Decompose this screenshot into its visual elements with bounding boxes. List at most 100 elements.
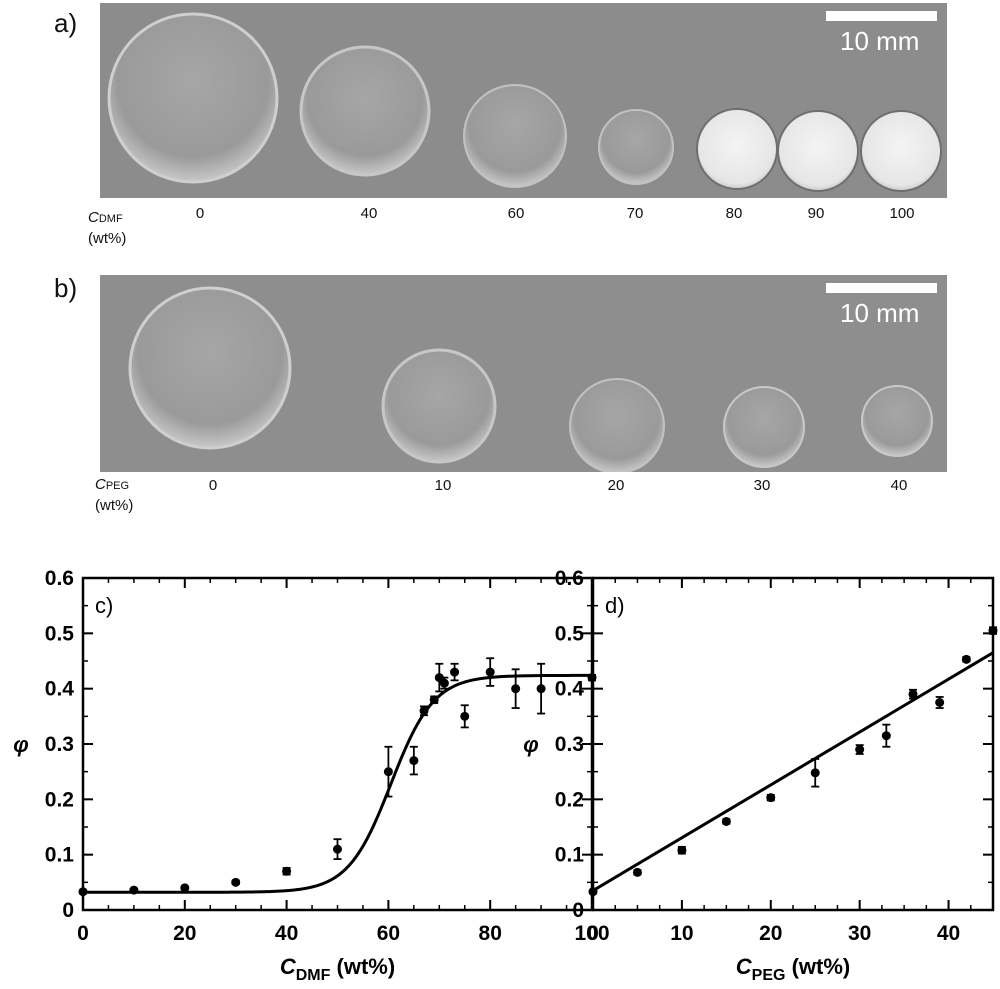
data-point [409,756,419,766]
y-tick-label: 0.2 [555,788,584,811]
concentration-label: 70 [626,205,644,222]
row-label-subscript: PEG [105,480,130,492]
concentration-label: 80 [725,205,743,222]
x-tick-label: 100 [574,922,609,945]
x-tick-label: 80 [479,922,502,945]
data-point [961,654,971,664]
data-point [333,844,342,854]
data-point [881,731,891,741]
x-tick-label: 20 [173,922,196,945]
y-tick-label: 0 [62,899,74,922]
y-tick-label: 0.4 [45,678,75,701]
panel-label-a: a) [54,8,78,38]
data-point [129,885,139,895]
concentration-label: 60 [507,205,525,222]
y-tick-label: 0.6 [555,567,584,590]
fit-curve [592,651,994,892]
x-tick-label: 0 [77,922,89,945]
plot-frame [81,576,594,912]
data-point [511,684,521,694]
chart-d: 0 10 20 30 40 0 0.1 0.2 0.3 0.4 0.5 0.6 d) φ CPEG (wt%… [523,567,998,984]
scale-bar-b [826,283,937,293]
data-point [231,877,241,887]
y-tick-label: 0.3 [45,733,74,756]
data-point [282,866,292,876]
droplet [598,109,674,185]
data-point [429,695,439,705]
y-tick-label: 0.1 [45,844,75,867]
data-point [78,887,88,897]
row-label-symbol: C [95,476,106,493]
scale-bar-a [826,11,937,21]
x-axis-label: CDMF (wt%) [280,954,395,984]
y-tick-label: 0.6 [45,567,74,590]
data-point [810,768,820,778]
droplet [777,110,859,192]
y-tick-label: 0.4 [555,678,585,701]
x-tick-label: 0 [587,922,599,945]
concentration-label: 40 [360,205,378,222]
data-point [485,667,495,677]
droplet [860,110,942,192]
droplet [696,108,778,190]
concentration-label: 20 [607,477,625,494]
data-point [721,816,731,826]
y-tick-label: 0 [572,899,584,922]
data-point [935,698,945,707]
data-point [988,626,998,636]
concentration-label: 40 [890,477,908,494]
plot-frame [591,576,995,912]
data-point [536,684,546,694]
concentration-label: 30 [753,477,771,494]
y-tick-label: 0.5 [45,622,75,645]
x-tick-label: 40 [937,922,960,945]
data-point [419,706,429,716]
droplet [569,378,665,472]
data-point [632,867,642,877]
data-point [460,711,470,721]
data-point [450,667,460,677]
droplet-photo-dmf [100,3,947,198]
row-label-symbol: C [88,209,99,226]
droplet [381,348,497,464]
panel-label-d: d) [605,593,625,618]
row-label-peg: CPEG (wt%) [95,475,133,515]
panel-label-b: b) [54,273,78,303]
concentration-label: 100 [889,205,915,222]
x-tick-label: 20 [759,922,782,945]
y-tick-label: 0.1 [555,844,585,867]
data-point [439,678,449,688]
y-tick-label: 0.2 [45,788,74,811]
x-axis-label: CPEG (wt%) [736,954,850,984]
scale-bar-label-b: 10 mm [840,298,920,328]
concentration-label: 90 [807,205,825,222]
droplet [128,286,292,450]
concentration-label: 0 [208,477,218,494]
droplet-photo-dmf-drawing [100,3,947,198]
data-point [383,767,393,777]
x-tick-label: 10 [670,922,693,945]
droplet [299,45,431,177]
y-tick-label: 0.5 [555,622,585,645]
row-label-subscript: DMF [98,213,123,225]
row-label-dmf: CDMF (wt%) [88,208,126,248]
data-point [180,883,190,893]
y-axis-label: φ [13,732,28,757]
x-tick-label: 40 [275,922,298,945]
droplet [107,12,279,184]
row-label-unit: (wt%) [95,497,134,514]
y-tick-label: 0.3 [555,733,584,756]
droplet [723,386,805,468]
x-tick-label: 60 [377,922,400,945]
y-axis-label: φ [523,732,538,757]
fit-curve [83,673,593,894]
concentration-label: 0 [195,205,205,222]
droplet-photo-peg [100,275,947,472]
droplet [463,84,567,188]
data-point [855,745,865,755]
data-point [677,845,687,855]
row-label-unit: (wt%) [88,230,127,247]
droplet-photo-peg-drawing [100,275,947,472]
